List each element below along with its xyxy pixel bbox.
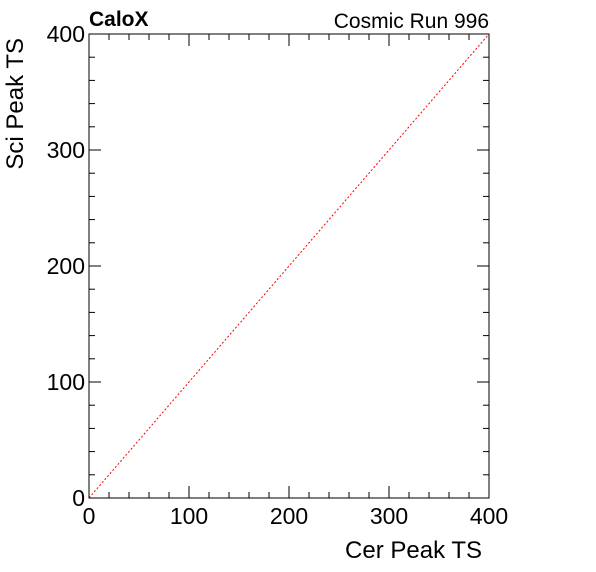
x-tick-label: 200 (270, 503, 308, 529)
y-tick-label: 300 (47, 137, 85, 163)
axis-tick-labels: 0 100 200 300 400 0 100 200 300 400 (47, 21, 509, 529)
x-tick-label: 300 (370, 503, 408, 529)
plot-frame (88, 33, 490, 499)
run-label: Cosmic Run 996 (334, 10, 489, 33)
y-tick-label: 200 (47, 253, 85, 279)
experiment-label: CaloX (89, 8, 149, 31)
axis-ticks (88, 33, 490, 499)
y-axis-title: Sci Peak TS (2, 38, 29, 170)
y-tick-label: 400 (47, 21, 85, 47)
x-tick-label: 400 (470, 503, 508, 529)
y-tick-label: 100 (47, 369, 85, 395)
y-tick-label: 0 (72, 485, 85, 511)
x-tick-label: 0 (83, 503, 96, 529)
x-axis-title: Cer Peak TS (345, 537, 482, 564)
x-tick-label: 100 (170, 503, 208, 529)
